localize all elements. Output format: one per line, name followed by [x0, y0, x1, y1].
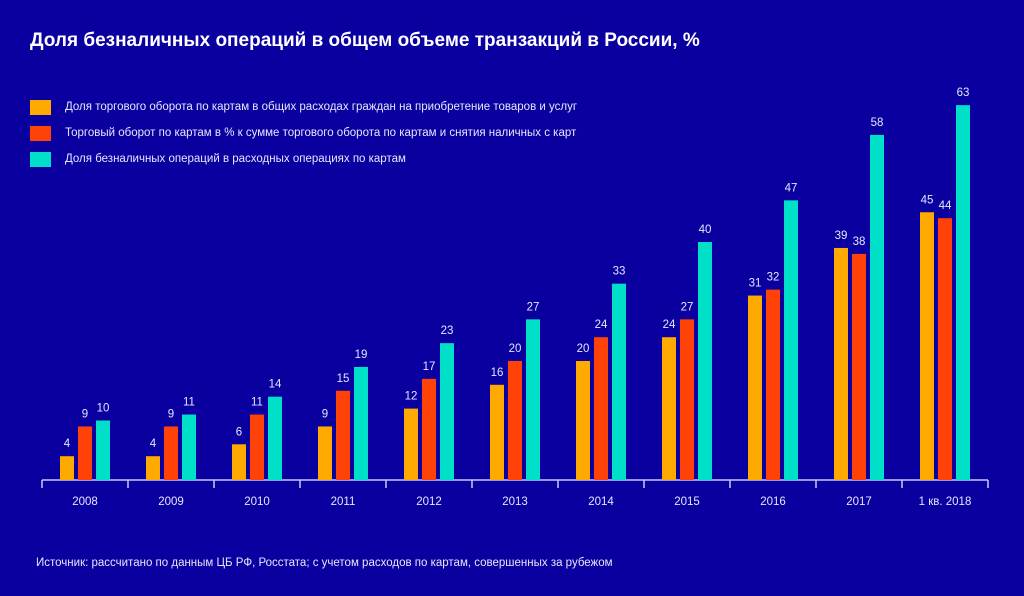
- data-label: 63: [957, 87, 970, 99]
- legend-item: Доля безналичных операций в расходных оп…: [30, 146, 577, 172]
- data-label: 23: [441, 325, 454, 337]
- data-label: 20: [577, 343, 590, 355]
- data-label: 58: [871, 117, 884, 129]
- legend-label: Доля торгового оборота по картам в общих…: [65, 101, 578, 113]
- data-label: 9: [322, 408, 328, 420]
- bar: [748, 295, 762, 480]
- bar: [164, 426, 178, 480]
- bar: [852, 253, 866, 480]
- data-label: 38: [853, 236, 866, 248]
- bar: [508, 361, 522, 480]
- bar: [938, 218, 952, 480]
- legend-item: Доля торгового оборота по картам в общих…: [30, 94, 577, 120]
- data-label: 9: [82, 408, 88, 420]
- data-label: 27: [681, 301, 694, 313]
- data-label: 14: [269, 379, 282, 391]
- x-tick-label: 2009: [158, 496, 184, 508]
- data-label: 20: [509, 343, 522, 355]
- data-label: 16: [491, 367, 504, 379]
- legend: Доля торгового оборота по картам в общих…: [30, 94, 577, 172]
- bar: [920, 212, 934, 480]
- x-tick-label: 2017: [846, 496, 872, 508]
- bar: [232, 444, 246, 480]
- bar: [422, 378, 436, 480]
- data-label: 33: [613, 266, 626, 278]
- x-tick-label: 2012: [416, 496, 442, 508]
- x-tick-label: 2010: [244, 496, 270, 508]
- x-tick-label: 2015: [674, 496, 700, 508]
- data-label: 40: [699, 224, 712, 236]
- legend-label: Торговый оборот по картам в % к сумме то…: [65, 127, 577, 139]
- bar: [870, 134, 884, 480]
- data-label: 6: [236, 426, 242, 438]
- data-label: 4: [64, 438, 71, 450]
- bar: [60, 456, 74, 480]
- bar: [182, 414, 196, 480]
- bar: [834, 247, 848, 480]
- data-label: 31: [749, 278, 762, 290]
- x-tick-label: 2011: [331, 496, 356, 508]
- data-label: 12: [405, 391, 418, 403]
- bar: [698, 242, 712, 480]
- bar: [576, 361, 590, 480]
- chart-title: Доля безналичных операций в общем объеме…: [30, 30, 700, 51]
- bar: [250, 414, 264, 480]
- x-tick-label: 2008: [72, 496, 98, 508]
- bar: [404, 408, 418, 480]
- data-label: 32: [767, 272, 780, 284]
- legend-item: Торговый оборот по картам в % к сумме то…: [30, 120, 577, 146]
- legend-swatch-series-1: [30, 99, 51, 115]
- data-label: 45: [921, 194, 934, 206]
- legend-swatch-series-3: [30, 151, 51, 167]
- bar: [526, 319, 540, 480]
- legend-swatch-series-2: [30, 125, 51, 141]
- bar: [96, 420, 110, 480]
- bar: [612, 283, 626, 480]
- data-label: 11: [251, 397, 263, 409]
- bar: [594, 337, 608, 480]
- bar: [354, 366, 368, 480]
- bar: [956, 105, 970, 481]
- bar: [680, 319, 694, 480]
- bar: [490, 384, 504, 480]
- data-label: 10: [97, 403, 110, 415]
- bar: [78, 426, 92, 480]
- data-label: 24: [595, 319, 608, 331]
- data-label: 19: [355, 349, 368, 361]
- bar: [336, 390, 350, 480]
- source-note: Источник: рассчитано по данным ЦБ РФ, Ро…: [36, 557, 613, 569]
- data-label: 39: [835, 230, 848, 242]
- data-label: 11: [183, 397, 195, 409]
- data-label: 24: [663, 319, 676, 331]
- bar: [146, 456, 160, 480]
- data-label: 15: [337, 373, 350, 385]
- data-label: 17: [423, 361, 436, 373]
- bar: [766, 289, 780, 480]
- x-tick-label: 2013: [502, 496, 528, 508]
- bar: [784, 200, 798, 480]
- x-tick-label: 2014: [588, 496, 614, 508]
- bar: [268, 396, 282, 480]
- data-label: 4: [150, 438, 157, 450]
- bar: [662, 337, 676, 480]
- bar: [318, 426, 332, 480]
- legend-label: Доля безналичных операций в расходных оп…: [65, 153, 406, 165]
- data-label: 9: [168, 408, 174, 420]
- data-label: 47: [785, 182, 798, 194]
- data-label: 27: [527, 301, 540, 313]
- bar: [440, 343, 454, 480]
- data-label: 44: [939, 200, 952, 212]
- x-tick-label: 2016: [760, 496, 786, 508]
- x-tick-label: 1 кв. 2018: [919, 496, 972, 508]
